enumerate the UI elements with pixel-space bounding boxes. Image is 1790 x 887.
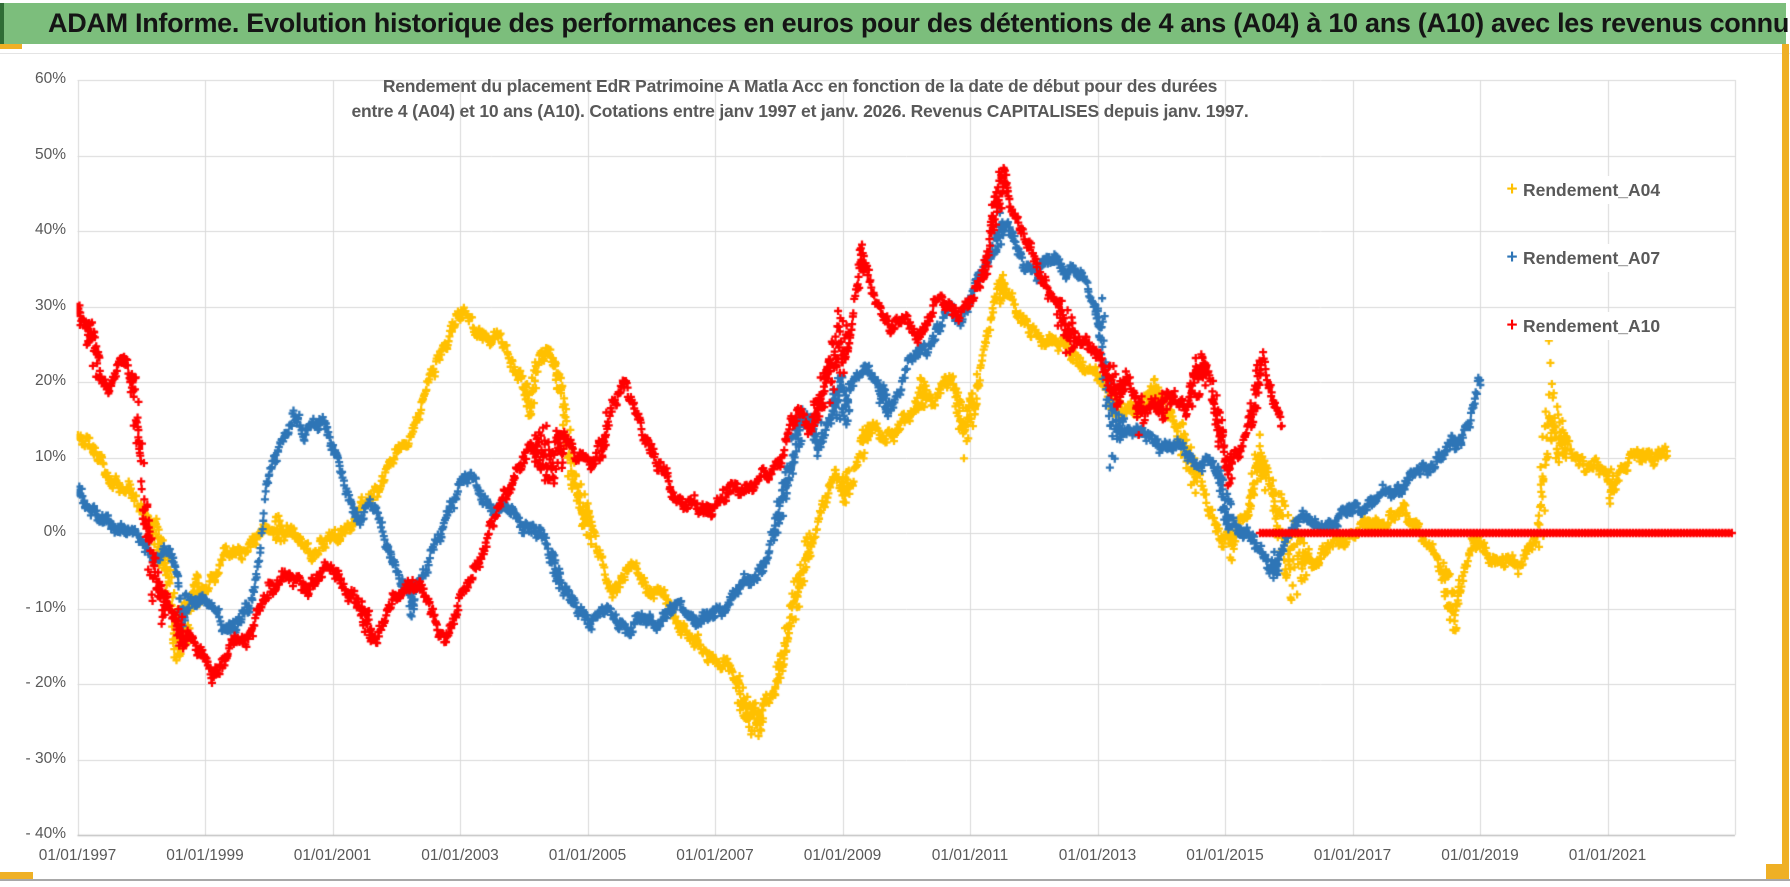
y-axis-label: 30% [34,296,66,314]
plus-marker-icon: + [1506,315,1518,336]
x-axis-label: 01/01/2007 [676,847,754,864]
x-axis-label: 01/01/2001 [293,847,372,864]
x-axis-label: 01/01/2017 [1313,847,1392,864]
legend-item-rendement_a07[interactable]: + Rendement_A07 [1497,244,1671,272]
legend: + Rendement_A04 + Rendement_A07 + Rendement_A… [1497,176,1671,380]
y-axis-label: 0% [43,523,66,540]
legend-item-rendement_a10[interactable]: + Rendement_A10 [1497,312,1671,340]
x-axis-label: 01/01/2009 [803,847,882,864]
y-axis-label: - 30% [25,749,67,767]
legend-label: Rendement_A07 [1523,247,1661,268]
plus-marker-icon: + [1506,247,1518,268]
chart-title-line1: Rendement du placement EdR Patrimoine A … [382,76,1218,96]
x-axis-label: 01/01/2011 [931,847,1009,864]
x-axis-label: 01/01/2015 [1186,847,1264,864]
y-axis-label: 40% [34,221,66,238]
x-axis-label: 01/01/2019 [1441,847,1519,864]
x-axis-label: 01/01/2005 [548,847,627,864]
y-axis-label: 60% [34,70,66,87]
legend-label: Rendement_A10 [1523,315,1661,336]
x-axis-label: 01/01/1999 [166,847,244,864]
y-axis-label: - 40% [25,825,67,842]
chart-title: Rendement du placement EdR Patrimoine A … [300,74,1300,124]
legend-label: Rendement_A04 [1523,179,1661,200]
x-axis-label: 01/01/2003 [421,847,499,864]
y-axis-label: 10% [34,447,66,465]
chart-title-line2: entre 4 (A04) et 10 ans (A10). Cotations… [351,101,1249,121]
y-axis-label: - 20% [25,674,67,691]
y-axis-label: 20% [34,372,66,389]
plus-marker-icon: + [1506,179,1518,200]
x-axis-label: 01/01/2013 [1058,847,1137,864]
x-axis-label: 01/01/2021 [1568,847,1647,864]
y-axis-label: 50% [34,145,66,163]
legend-item-rendement_a04[interactable]: + Rendement_A04 [1497,176,1671,204]
x-axis-label: 01/01/1997 [38,847,117,864]
y-axis-label: - 10% [25,598,67,616]
